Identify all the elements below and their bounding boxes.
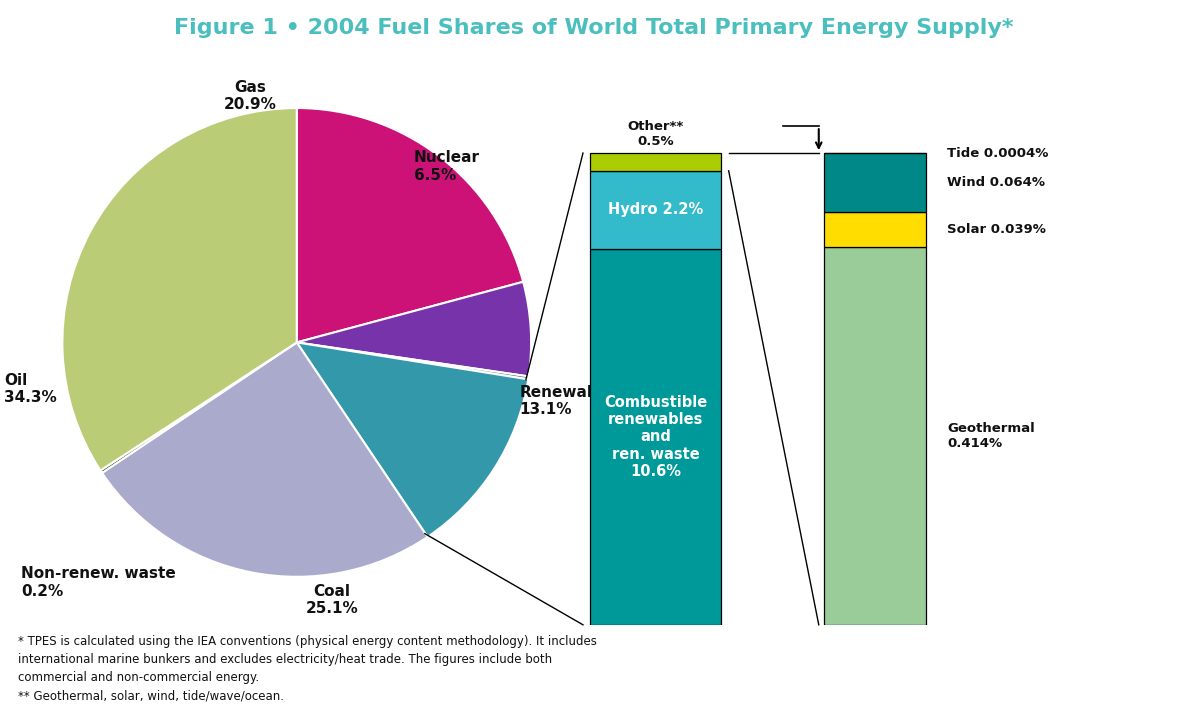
Text: Other**
0.5%: Other** 0.5% [628,120,684,148]
Wedge shape [297,108,523,342]
Text: Nuclear
6.5%: Nuclear 6.5% [414,150,480,183]
Wedge shape [297,282,531,376]
Bar [825,212,926,247]
Bar [590,249,722,625]
Text: Solar 0.039%: Solar 0.039% [947,223,1046,236]
Text: Figure 1 • 2004 Fuel Shares of World Total Primary Energy Supply*: Figure 1 • 2004 Fuel Shares of World Tot… [173,18,1014,37]
Text: Oil
34.3%: Oil 34.3% [4,373,57,405]
Bar [825,153,926,212]
Wedge shape [297,342,528,537]
Text: Combustible
renewables
and
ren. waste
10.6%: Combustible renewables and ren. waste 10… [604,395,707,479]
Bar [590,153,722,171]
Wedge shape [102,342,427,577]
Wedge shape [101,342,297,473]
Text: Gas
20.9%: Gas 20.9% [223,80,277,112]
Bar [825,247,926,625]
Wedge shape [297,342,528,379]
Text: * TPES is calculated using the IEA conventions (physical energy content methodol: * TPES is calculated using the IEA conve… [18,635,597,702]
Text: Hydro 2.2%: Hydro 2.2% [608,203,704,217]
Text: Geothermal
0.414%: Geothermal 0.414% [947,422,1035,450]
Text: Coal
25.1%: Coal 25.1% [305,584,358,616]
Text: Renewables
13.1%: Renewables 13.1% [520,385,623,417]
Wedge shape [63,108,297,470]
Bar [590,171,722,249]
Text: Non-renew. waste
0.2%: Non-renew. waste 0.2% [21,566,176,599]
Text: Wind 0.064%: Wind 0.064% [947,176,1046,189]
Text: Tide 0.0004%: Tide 0.0004% [947,147,1048,160]
